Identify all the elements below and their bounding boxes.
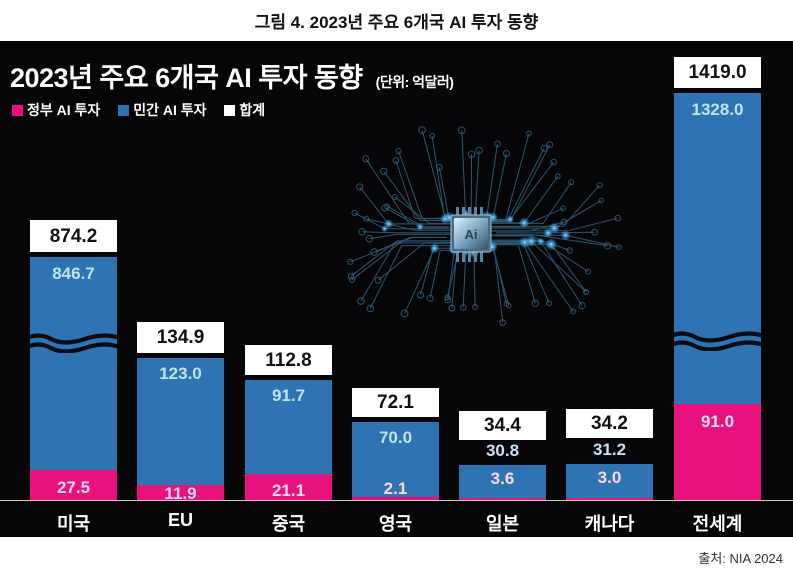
svg-text:Ai: Ai bbox=[465, 227, 478, 242]
